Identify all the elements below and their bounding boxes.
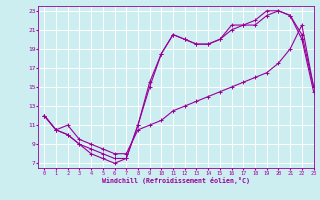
- X-axis label: Windchill (Refroidissement éolien,°C): Windchill (Refroidissement éolien,°C): [102, 177, 250, 184]
